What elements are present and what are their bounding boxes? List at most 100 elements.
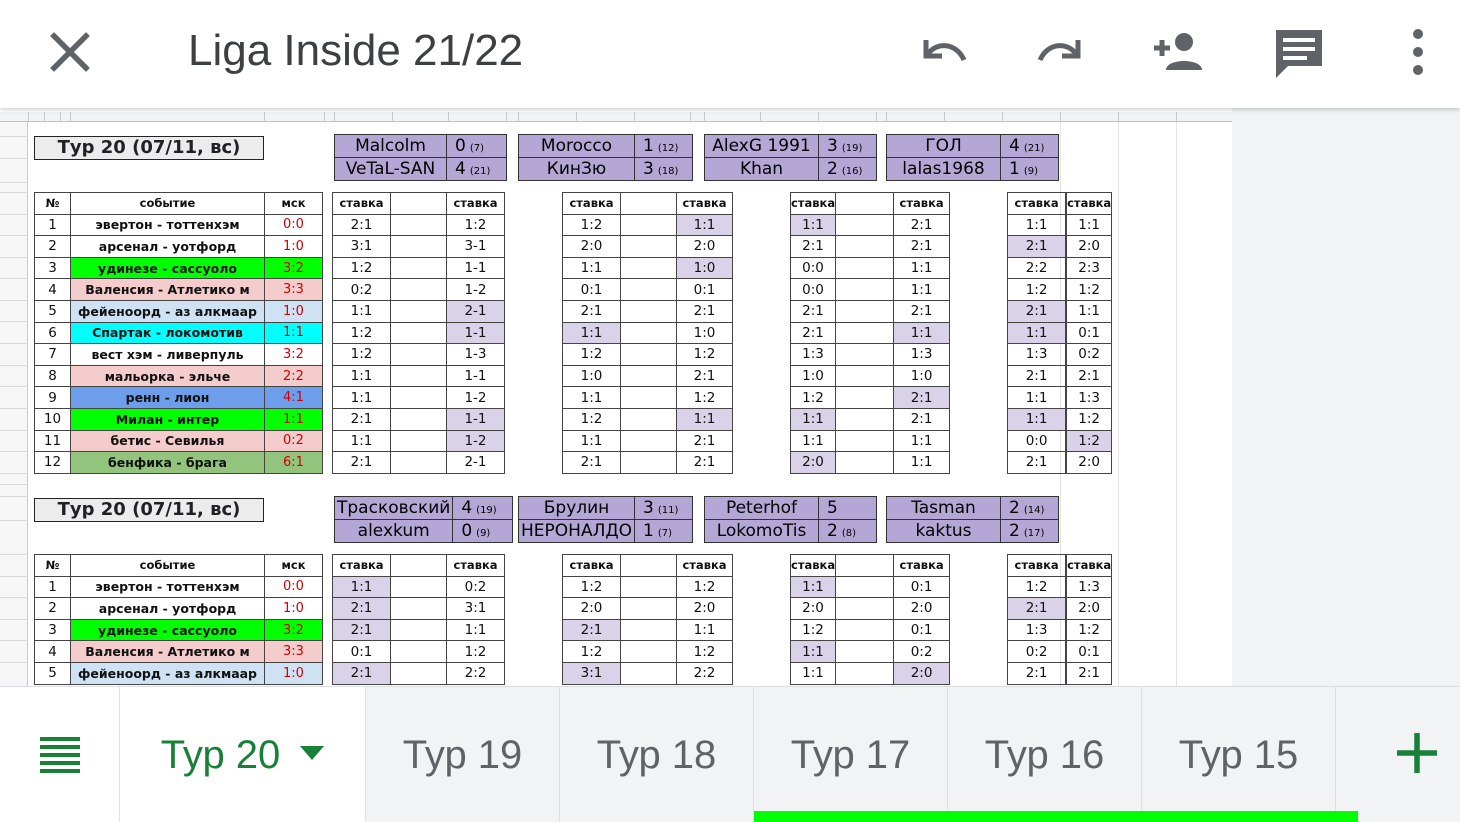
empty-cell[interactable] [390,429,447,453]
bet-cell[interactable]: 0:1 [1066,640,1113,663]
bet-cell[interactable]: 1:1 [1007,386,1067,409]
match-pair-header[interactable]: Трасковский 4 (19) alexkum 0 (9) [333,496,514,543]
bet-cell[interactable]: 1:2 [789,618,837,642]
col-header-score[interactable]: мск [264,554,323,577]
bet-cell[interactable]: 1-1 [446,364,505,388]
tab-tur-16[interactable]: Тур 16 [948,687,1142,822]
bet-cell[interactable]: 1:1 [562,429,621,453]
bet-cell[interactable]: 1:1 [562,386,621,409]
col-header-bet[interactable]: ставка [1007,554,1067,577]
empty-cell[interactable] [835,618,895,642]
bet-cell[interactable]: 1:1 [446,618,505,642]
empty-cell[interactable] [390,451,447,474]
bet-cell[interactable]: 2:1 [893,235,951,258]
event-cell[interactable]: Спартак - локомотив [70,321,265,345]
bet-cell[interactable]: 1:1 [332,364,391,388]
player-name[interactable]: Morocco [518,134,635,158]
match-pair-header[interactable]: ГОЛ 4 (21) lalas1968 1 (9) [886,134,1059,181]
bet-cell[interactable]: 1:3 [1066,386,1113,409]
bet-cell[interactable]: 2-1 [446,451,505,474]
bet-cell[interactable]: 1:2 [562,407,621,431]
empty-cell[interactable] [620,343,677,366]
bet-cell[interactable]: 1:2 [446,640,505,663]
bet-cell[interactable]: 1:1 [789,407,837,431]
empty-cell[interactable] [620,597,677,620]
empty-cell[interactable] [620,256,677,280]
bet-cell[interactable]: 0:1 [562,278,621,301]
bet-cell[interactable]: 1-1 [446,407,505,431]
bet-cell[interactable]: 0:2 [893,640,951,663]
bet-cell[interactable]: 1:2 [1066,407,1113,431]
empty-cell[interactable] [390,278,447,301]
bet-cell[interactable]: 1:2 [562,343,621,366]
empty-cell[interactable] [390,386,447,409]
bet-cell[interactable]: 2:1 [1066,661,1113,685]
bet-cell[interactable]: 2:0 [1066,235,1113,258]
result-score-cell[interactable]: 1:0 [264,235,323,258]
result-score-cell[interactable]: 3:2 [264,618,323,642]
empty-cell[interactable] [835,299,895,323]
player-points[interactable]: 2 (16) [818,157,877,181]
result-score-cell[interactable]: 0:0 [264,213,323,237]
event-cell[interactable]: Валенсия - Атлетико м [70,278,265,301]
player-name[interactable]: kaktus [886,519,1001,543]
empty-cell[interactable] [835,235,895,258]
empty-cell[interactable] [835,597,895,620]
player-name[interactable]: lalas1968 [886,157,1001,181]
player-name[interactable]: LokomoTis [704,519,819,543]
bet-cell[interactable]: 0:2 [1066,343,1113,366]
round-banner[interactable]: Тур 20 (07/11, вс) [34,498,264,522]
bet-cell[interactable]: 1:2 [562,575,621,599]
empty-cell[interactable] [390,235,447,258]
result-score-cell[interactable]: 3:2 [264,343,323,366]
bet-cell[interactable]: 1:1 [332,429,391,453]
bet-cell[interactable]: 1:2 [332,256,391,280]
bet-cell[interactable]: 1:2 [789,386,837,409]
more-vert-icon[interactable] [1388,22,1448,82]
player-points[interactable]: 5 [818,496,877,520]
bet-cell[interactable]: 1:0 [893,364,951,388]
row-number[interactable]: 5 [34,661,71,685]
row-number[interactable]: 8 [34,364,71,388]
empty-cell[interactable] [390,299,447,323]
bet-cell[interactable]: 1:1 [676,407,733,431]
event-cell[interactable]: удинезе - сассуоло [70,618,265,642]
bet-cell[interactable]: 2:3 [1066,256,1113,280]
result-score-cell[interactable]: 1:0 [264,661,323,685]
bet-cell[interactable]: 2:1 [676,451,733,474]
event-cell[interactable]: бетис - Севилья [70,429,265,453]
col-header-bet[interactable]: ставка [446,192,505,215]
close-icon[interactable] [40,22,100,82]
bet-cell[interactable]: 1:3 [1066,575,1113,599]
col-header-event[interactable]: событие [70,192,265,215]
tab-tur-19[interactable]: Тур 19 [366,687,560,822]
empty-cell[interactable] [390,597,447,620]
bet-cell[interactable]: 1:2 [332,343,391,366]
player-name[interactable]: Tasman [886,496,1001,520]
empty-cell[interactable] [620,575,677,599]
col-header-bet[interactable]: ставка [893,192,951,215]
result-score-cell[interactable]: 1:0 [264,597,323,620]
bet-cell[interactable]: 1-2 [446,429,505,453]
player-points[interactable]: 2 (17) [1000,519,1059,543]
empty-cell[interactable] [835,278,895,301]
event-cell[interactable]: вест хэм - ливерпуль [70,343,265,366]
bet-cell[interactable]: 0:2 [1007,640,1067,663]
bet-cell[interactable]: 2:1 [1066,364,1113,388]
tab-tur-18[interactable]: Тур 18 [560,687,754,822]
empty-cell[interactable] [835,575,895,599]
row-number[interactable]: 12 [34,451,71,474]
player-name[interactable]: ГОЛ [886,134,1001,158]
bet-cell[interactable]: 1:1 [893,321,951,345]
match-pair-header[interactable]: Morocco 1 (12) КинЗю 3 (18) [518,134,693,181]
bet-cell[interactable]: 2:1 [893,386,951,409]
bet-cell[interactable]: 1:1 [1007,213,1067,237]
event-cell[interactable]: бенфика - брага [70,451,265,474]
document-title[interactable]: Liga Inside 21/22 [188,26,524,75]
bet-cell[interactable]: 2:2 [676,661,733,685]
bet-cell[interactable]: 1:0 [676,321,733,345]
bet-cell[interactable]: 3:1 [332,235,391,258]
event-cell[interactable]: эвертон - тоттенхэм [70,575,265,599]
bet-cell[interactable]: 1:1 [1007,407,1067,431]
bet-cell[interactable]: 1-1 [446,256,505,280]
